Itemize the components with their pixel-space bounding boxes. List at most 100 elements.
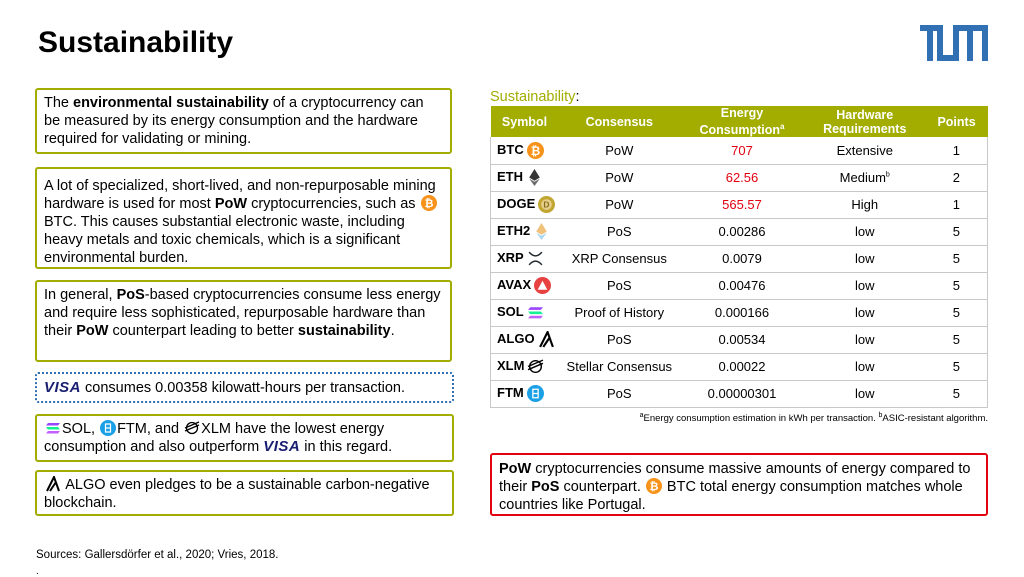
text: A lot of specialized, short-lived, and n… <box>44 178 436 212</box>
hardware-text: low <box>854 278 875 294</box>
cell-points: 5 <box>925 272 988 300</box>
cell-symbol: ETH <box>490 164 559 192</box>
cell-points: 5 <box>925 380 988 408</box>
table-row: AVAX PoS 0.00476 low 5 <box>490 272 988 300</box>
cell-energy: 0.000166 <box>680 299 804 327</box>
symbol-text: XLM <box>497 358 525 374</box>
cell-consensus: PoW <box>558 137 681 165</box>
symbol-text: ALGO <box>497 331 535 347</box>
cell-hardware: low <box>803 218 926 246</box>
text: in this regard. <box>300 439 393 455</box>
text: cryptocurrencies, such as <box>247 196 420 212</box>
bold-text: PoW <box>76 323 109 339</box>
footnote-b-text: ASIC-resistant algorithm. <box>882 413 988 425</box>
cell-hardware: low <box>803 326 926 354</box>
footnote-a-marker: a <box>639 412 644 419</box>
bold-text: PoW <box>214 196 248 212</box>
bitcoin-icon: ₿ <box>526 141 544 159</box>
ethereum-icon <box>529 169 540 187</box>
stellar-icon <box>528 359 544 374</box>
cell-hardware: low <box>803 245 926 273</box>
cell-consensus: PoS <box>558 272 681 300</box>
info-box-lowest-energy: SOL, FTM, and XLM have the lowest energy… <box>35 414 454 462</box>
tum-logo <box>920 25 988 61</box>
eth2-icon <box>536 223 548 241</box>
cell-symbol: AVAX <box>490 272 559 300</box>
cell-energy: 0.00022 <box>680 353 804 381</box>
symbol-text: ETH <box>497 169 523 185</box>
hardware-text: low <box>854 305 875 321</box>
bitcoin-icon: ₿ <box>645 478 662 494</box>
cell-points: 5 <box>925 245 988 273</box>
symbol-text: BTC <box>497 141 524 157</box>
text: cryptocurrencies consume massive amounts… <box>499 461 971 495</box>
cell-points: 1 <box>925 191 988 219</box>
cell-consensus: PoS <box>558 380 681 408</box>
cell-points: 5 <box>925 299 988 327</box>
sources-citation: Sources: Gallersdörfer et al., 2020; Vri… <box>36 549 279 561</box>
cell-energy: 565.57 <box>680 191 804 219</box>
header-consensus: Consensus <box>558 106 681 138</box>
solana-icon <box>46 423 60 434</box>
cell-symbol: DOGE D <box>490 191 559 219</box>
header-hardware: Hardware Requirements <box>803 106 926 138</box>
svg-text:₿: ₿ <box>649 481 658 493</box>
table-label-text: Sustainability <box>490 89 576 105</box>
info-box-pos-advantage: In general, PoS-based cryptocurrencies c… <box>35 280 452 362</box>
table-header-row: Symbol Consensus Energy Consumptiona Har… <box>490 106 988 138</box>
text: XLM have the lowest energy consumption a… <box>44 421 385 455</box>
text: consumes 0.00358 kilowatt-hours per tran… <box>81 380 406 396</box>
cell-consensus: XRP Consensus <box>558 245 681 273</box>
slide-title: Sustainability <box>38 26 234 59</box>
table-row: ALGO PoS 0.00534 low 5 <box>490 326 988 354</box>
table-row: XLM Stellar Consensus 0.00022 low 5 <box>490 353 988 381</box>
symbol-text: DOGE <box>497 196 536 212</box>
dogecoin-icon: D <box>538 196 556 214</box>
stellar-icon <box>184 421 200 435</box>
cell-hardware: High <box>803 191 926 219</box>
svg-text:₿: ₿ <box>424 198 433 210</box>
cell-hardware: Mediumb <box>803 164 926 192</box>
text: In general, <box>44 287 117 303</box>
text: SOL, <box>62 421 100 437</box>
table-row: BTC ₿ PoW 707 Extensive 1 <box>490 137 988 165</box>
header-energy-text: Energy Consumption <box>699 106 781 138</box>
cell-points: 5 <box>925 218 988 246</box>
cell-points: 1 <box>925 137 988 165</box>
cell-symbol: SOL <box>490 299 559 327</box>
footnote-a-text: Energy consumption estimation in kWh per… <box>643 413 879 425</box>
algorand-icon <box>46 476 60 492</box>
cell-symbol: ALGO <box>490 326 559 354</box>
visa-logo: VISA <box>263 438 301 455</box>
symbol-text: ETH2 <box>497 223 531 239</box>
table-row: DOGE D PoW 565.57 High 1 <box>490 191 988 219</box>
svg-text:₿: ₿ <box>530 145 540 158</box>
table-row: SOL Proof of History 0.000166 low 5 <box>490 299 988 327</box>
cell-points: 2 <box>925 164 988 192</box>
table-row: ETH PoW 62.56 Mediumb 2 <box>490 164 988 192</box>
cell-energy: 707 <box>680 137 804 165</box>
solana-icon <box>527 307 543 319</box>
hardware-text: Extensive <box>836 142 893 158</box>
cell-symbol: BTC ₿ <box>490 137 559 165</box>
sustainability-table: Symbol Consensus Energy Consumptiona Har… <box>490 106 988 408</box>
cell-symbol: ETH2 <box>490 218 559 246</box>
header-energy: Energy Consumptiona <box>680 106 804 138</box>
cell-hardware: Extensive <box>803 137 926 165</box>
algorand-icon <box>538 331 554 348</box>
bold-text: PoW <box>499 461 532 477</box>
text: The <box>44 95 74 111</box>
hardware-text: low <box>854 332 875 348</box>
cell-energy: 0.00000301 <box>680 380 804 408</box>
avalanche-icon <box>534 277 552 295</box>
table-row: FTM PoS 0.00000301 low 5 <box>490 380 988 408</box>
info-box-sustainability-definition: The environmental sustainability of a cr… <box>35 88 452 154</box>
cell-hardware: low <box>803 299 926 327</box>
hardware-text: Medium <box>839 170 886 186</box>
symbol-text: AVAX <box>497 277 532 293</box>
text: BTC total energy consumption matches who… <box>499 479 963 513</box>
text: FTM, and <box>117 421 184 437</box>
table-row: ETH2 PoS 0.00286 low 5 <box>490 218 988 246</box>
header-symbol: Symbol <box>490 106 559 138</box>
cell-energy: 62.56 <box>680 164 804 192</box>
